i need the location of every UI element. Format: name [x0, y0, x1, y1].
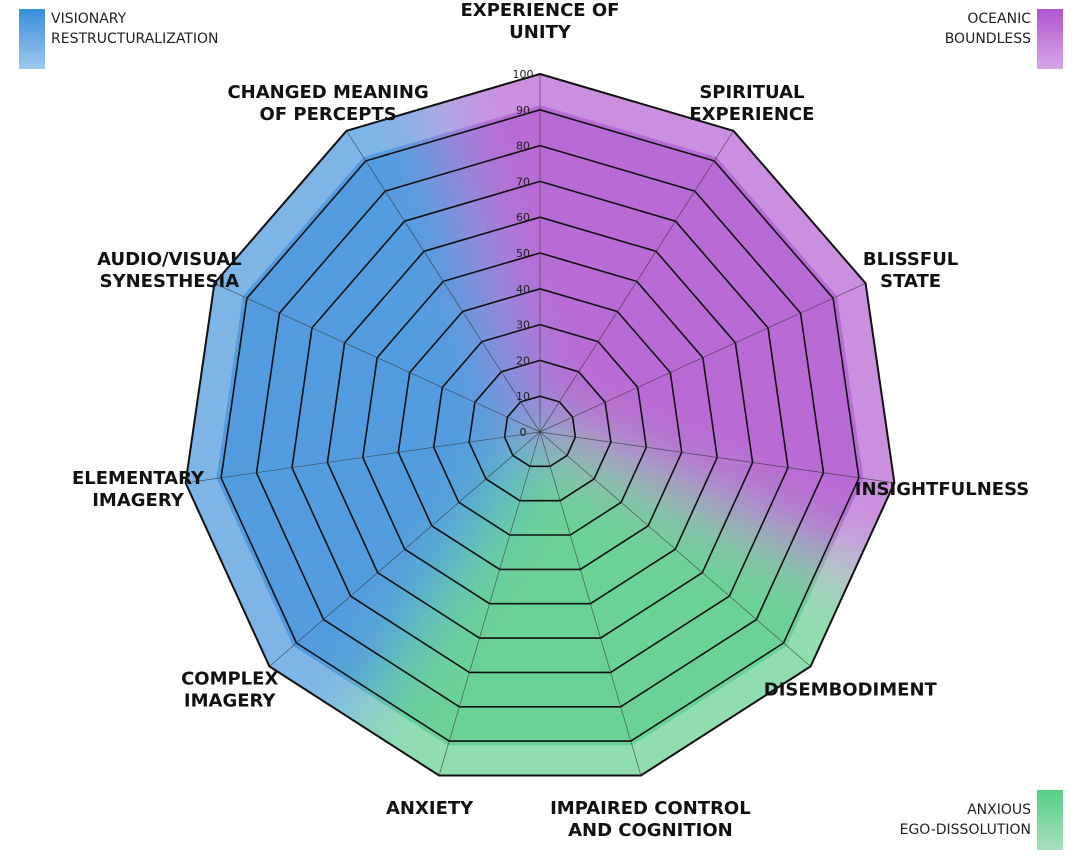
legend-anxious-line1: ANXIOUS	[967, 802, 1031, 818]
tick-label-0: 0	[520, 426, 527, 439]
axis-label-1-line-0: SPIRITUAL	[699, 82, 804, 103]
grid-ring-100	[184, 73, 896, 777]
legend-text-anxious: ANXIOUS EGO-DISSOLUTION	[900, 790, 1031, 850]
legend-anxious-ego-dissolution: ANXIOUS EGO-DISSOLUTION	[900, 790, 1063, 850]
legend-visionary-line1: VISIONARY	[51, 11, 127, 27]
tick-label-50: 50	[516, 247, 530, 260]
tick-label-10: 10	[516, 390, 530, 403]
axis-label-7-line-1: IMAGERY	[184, 691, 276, 712]
spoke-10	[346, 130, 541, 433]
legend-visionary-restructuralization: VISIONARY RESTRUCTURALIZATION	[19, 9, 218, 69]
legend-swatch-anxious	[1037, 790, 1063, 850]
legend-oceanic-line1: OCEANIC	[967, 11, 1031, 27]
axis-label-10-line-0: CHANGED MEANING	[227, 82, 428, 103]
legend-swatch-oceanic	[1037, 9, 1063, 69]
spoke-5	[539, 431, 642, 776]
axis-label-9-line-0: AUDIO/VISUAL	[97, 249, 242, 270]
axis-label-7-line-0: COMPLEX	[181, 669, 278, 690]
grid-ring-90	[220, 109, 860, 742]
tick-label-30: 30	[516, 319, 530, 332]
legend-anxious-line2: EGO-DISSOLUTION	[899, 822, 1031, 838]
axis-label-5-line-1: AND COGNITION	[568, 820, 733, 841]
spoke-7	[269, 431, 541, 667]
grid-ring-40	[397, 287, 683, 571]
axis-label-6-line-0: ANXIETY	[386, 798, 474, 819]
tick-label-20: 20	[516, 354, 530, 367]
legend-text-oceanic: OCEANIC BOUNDLESS	[945, 9, 1031, 69]
axis-label-0-line-1: UNITY	[509, 22, 572, 43]
axis-label-0-line-0: EXPERIENCE OF	[461, 0, 620, 21]
spoke-3	[539, 431, 895, 484]
spoke-8	[185, 431, 541, 484]
axis-label-4: DISEMBODIMENT	[764, 680, 938, 701]
spoke-9	[214, 282, 541, 433]
grid-ring-80	[255, 144, 825, 708]
tick-label-90: 90	[516, 104, 530, 117]
legend-oceanic-boundless: OCEANIC BOUNDLESS	[945, 9, 1063, 69]
tick-label-80: 80	[516, 140, 530, 153]
axis-label-3: INSIGHTFULNESS	[855, 479, 1029, 500]
spoke-6	[438, 431, 541, 776]
tick-label-60: 60	[516, 211, 530, 224]
grid-ring-50	[361, 252, 719, 605]
legend-text-visionary: VISIONARY RESTRUCTURALIZATION	[51, 9, 218, 69]
axis-label-8-line-0: ELEMENTARY	[72, 468, 205, 489]
tick-label-40: 40	[516, 283, 530, 296]
axis-label-6: ANXIETY	[386, 798, 474, 819]
axis-label-9-line-1: SYNESTHESIA	[100, 271, 240, 292]
axis-label-1-line-1: EXPERIENCE	[689, 104, 814, 125]
spoke-1	[539, 130, 734, 433]
grid-layer	[184, 73, 896, 777]
grid-ring-20	[468, 359, 612, 502]
axis-label-5-line-0: IMPAIRED CONTROL	[550, 798, 751, 819]
grid-ring-30	[432, 323, 648, 536]
spoke-2	[539, 282, 866, 433]
axis-label-4-line-0: DISEMBODIMENT	[764, 680, 938, 701]
tick-labels: 0 10 20 30 40 50 60 70 80 90 100	[513, 68, 534, 439]
axis-label-3-line-0: INSIGHTFULNESS	[855, 479, 1029, 500]
legend-visionary-line2: RESTRUCTURALIZATION	[51, 31, 219, 47]
grid-ring-70	[291, 180, 789, 674]
axis-label-2-line-0: BLISSFUL	[863, 249, 958, 270]
legend-swatch-visionary	[19, 9, 45, 69]
grid-ring-10	[503, 395, 577, 468]
spoke-4	[539, 431, 811, 667]
tick-label-100: 100	[513, 68, 534, 81]
tick-label-70: 70	[516, 175, 530, 188]
axis-label-8-line-1: IMAGERY	[92, 490, 184, 511]
axis-label-10-line-1: OF PERCEPTS	[260, 104, 397, 125]
axis-label-2-line-1: STATE	[880, 271, 941, 292]
legend-oceanic-line2: BOUNDLESS	[944, 31, 1031, 47]
grid-ring-60	[326, 216, 754, 639]
